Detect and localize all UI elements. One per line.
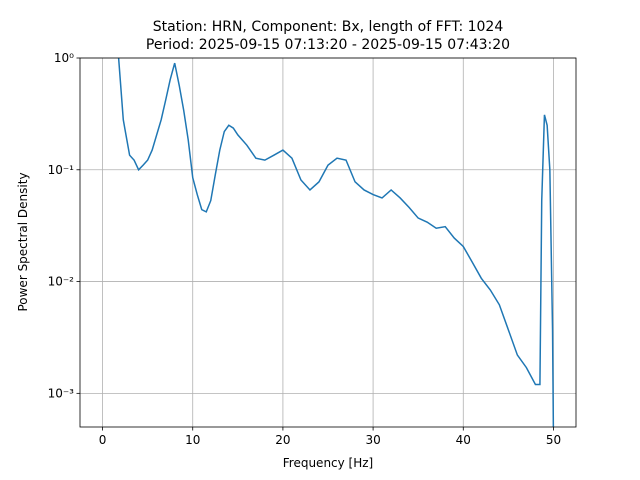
x-tick-label: 20 [275,433,290,447]
y-tick-label: 10⁻² [48,275,75,289]
y-tick-label: 10⁻¹ [48,163,75,177]
data-line [117,58,555,427]
x-tick-label: 10 [185,433,200,447]
plot-frame [79,57,577,428]
y-axis-label: Power Spectral Density [16,172,30,311]
x-tick-label: 50 [546,433,561,447]
x-tick-label: 30 [365,433,380,447]
y-tick-label: 10⁰ [54,51,74,65]
chart-title: Period: 2025-09-15 07:13:20 - 2025-09-15… [146,37,510,53]
y-tick-label: 10⁻³ [48,386,75,400]
x-axis-label: Frequency [Hz] [283,456,374,470]
x-tick-label: 40 [456,433,471,447]
chart-title: Station: HRN, Component: Bx, length of F… [153,19,504,35]
x-tick-label: 0 [99,433,107,447]
